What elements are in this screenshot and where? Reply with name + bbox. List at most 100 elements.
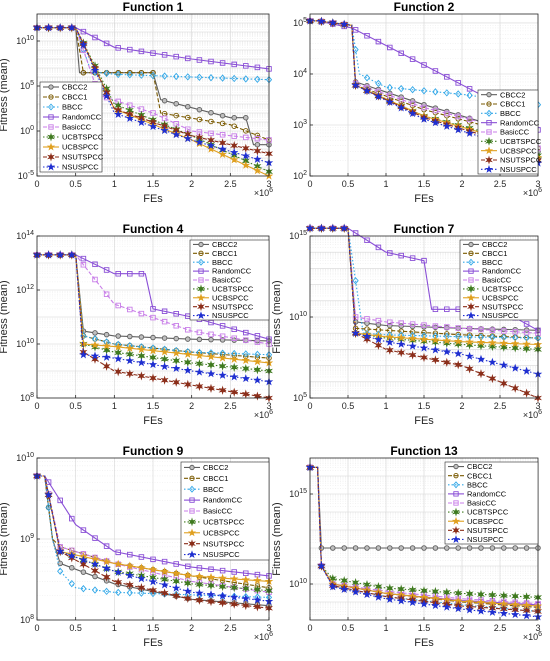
y-axis-label: Fitness (mean): [271, 502, 283, 575]
legend-marker: [451, 535, 461, 543]
series-marker: [148, 565, 158, 574]
series-marker: [127, 46, 133, 53]
series-marker: [398, 50, 404, 57]
series-marker: [148, 122, 158, 131]
series-marker: [218, 149, 227, 158]
series-marker: [266, 573, 272, 579]
legend-marker: [466, 293, 476, 302]
series-marker: [364, 320, 370, 326]
series-marker: [511, 383, 520, 393]
series-marker: [375, 79, 382, 88]
series-marker: [317, 16, 326, 25]
legend-marker: [197, 258, 205, 266]
series-marker: [489, 327, 496, 334]
series-marker: [488, 607, 497, 616]
series-marker: [466, 91, 473, 100]
series-marker: [173, 322, 179, 329]
series-marker: [160, 588, 169, 598]
series-marker: [218, 598, 227, 608]
chart-title: Function 13: [390, 444, 458, 458]
series-marker: [432, 107, 439, 114]
series-marker: [253, 166, 262, 175]
series-marker: [113, 354, 123, 363]
series-marker: [431, 335, 440, 344]
series-marker: [149, 71, 157, 80]
legend-marker: [468, 268, 474, 274]
series-marker: [385, 594, 395, 603]
series-marker: [196, 57, 203, 63]
legend-label: UCBSPCC: [203, 528, 240, 537]
legend-label: UCBTSPCC: [482, 284, 524, 293]
series-marker: [173, 310, 179, 317]
series-marker: [195, 572, 204, 581]
series-marker: [207, 360, 215, 370]
legend-label: BBCC: [212, 258, 233, 267]
x-tick-label: 2.5: [494, 179, 507, 189]
series-marker: [466, 86, 473, 92]
legend-marker: [196, 311, 206, 320]
x-tick-label: 0.5: [342, 179, 355, 189]
series-marker: [352, 45, 359, 54]
series-marker: [219, 112, 226, 119]
series-marker: [138, 310, 145, 317]
series-marker: [219, 60, 226, 66]
series-marker: [185, 336, 191, 342]
series-marker: [409, 321, 416, 327]
series-marker: [115, 588, 122, 597]
series-marker: [103, 69, 110, 78]
series-marker: [465, 340, 474, 350]
series-line: [310, 227, 539, 375]
series-marker: [183, 134, 193, 143]
series-marker: [499, 338, 509, 347]
series-marker: [396, 339, 406, 348]
series-marker: [125, 561, 135, 570]
series-marker: [92, 261, 98, 268]
x-tick-label: 0.5: [342, 623, 355, 633]
series-marker: [254, 141, 261, 148]
x-tick-label: 1: [112, 179, 117, 189]
series-marker: [115, 549, 121, 556]
series-marker: [253, 154, 262, 163]
series-marker: [208, 566, 214, 573]
series-marker: [45, 503, 52, 512]
series-marker: [102, 557, 111, 566]
legend-label: RandomCC: [467, 489, 507, 498]
legend-label: UCBSPCC: [467, 517, 504, 526]
x-tick-label: 3: [266, 401, 271, 411]
legend: CBCC2CBCC1BBCCRandomCCBasicCCUCBTSPCCUCB…: [39, 81, 104, 173]
legend-label: NSUTSPCC: [212, 302, 254, 311]
series-marker: [125, 343, 135, 352]
series-marker: [207, 73, 215, 82]
y-tick-label: 1015: [289, 488, 307, 499]
series-marker: [183, 586, 193, 595]
series-marker: [67, 23, 77, 32]
series-marker: [92, 535, 98, 541]
series-marker: [489, 545, 496, 551]
series-marker: [253, 576, 262, 585]
legend-marker: [486, 92, 492, 98]
series-marker: [253, 595, 262, 604]
legend-marker: [47, 132, 55, 142]
legend-label: UCBSPCC: [482, 293, 519, 302]
series-marker: [102, 563, 111, 573]
series-marker: [230, 362, 239, 372]
series-marker: [241, 575, 251, 584]
series-marker: [79, 350, 88, 359]
series-marker: [535, 330, 541, 336]
y-tick-label: 1010: [16, 35, 34, 46]
series-marker: [218, 581, 227, 592]
series-marker: [421, 545, 427, 551]
x-tick-label: 2.5: [494, 623, 507, 633]
series-marker: [465, 351, 474, 360]
legend-label: NSUTSPCC: [203, 539, 245, 548]
series-marker: [173, 100, 179, 107]
legend-label: UCBSPCC: [212, 293, 249, 302]
series-marker: [501, 328, 507, 334]
y-tick-label: 103: [293, 119, 307, 130]
series-marker: [339, 19, 349, 28]
series-marker: [351, 80, 360, 89]
series-marker: [185, 577, 191, 584]
series-marker: [138, 48, 145, 55]
series-marker: [409, 56, 416, 62]
y-tick-label: 1010: [289, 578, 307, 589]
